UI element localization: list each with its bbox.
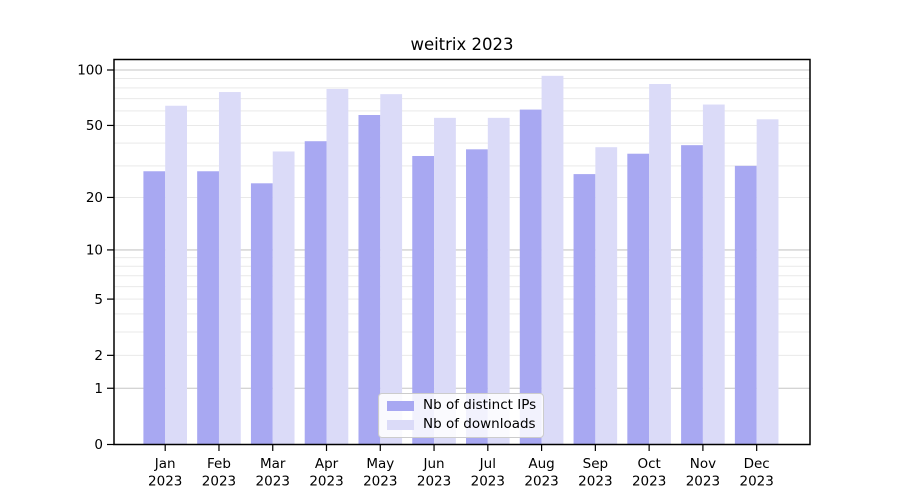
y-tick-label: 20 — [86, 190, 103, 206]
chart-title: weitrix 2023 — [410, 35, 514, 54]
x-tick-label: Jul 2023 — [471, 456, 505, 490]
bar-downloads-may — [380, 94, 403, 445]
bar-downloads-nov — [702, 104, 725, 445]
bar-distinct-ips-aug — [519, 109, 542, 445]
y-tick-label: 5 — [94, 292, 103, 308]
bar-downloads-jan — [165, 105, 187, 445]
x-tick-label: Jun 2023 — [417, 456, 451, 490]
bar-distinct-ips-jan — [143, 171, 166, 445]
bar-distinct-ips-jun — [412, 155, 435, 445]
bar-distinct-ips-may — [358, 115, 381, 445]
bar-downloads-sep — [595, 147, 618, 445]
x-tick-label: Aug 2023 — [524, 456, 558, 490]
bar-downloads-mar — [272, 151, 295, 445]
x-tick-label: Oct 2023 — [632, 456, 666, 490]
x-tick-label: May 2023 — [363, 456, 397, 490]
bar-downloads-dec — [756, 119, 779, 445]
bar-distinct-ips-sep — [573, 174, 596, 445]
bar-distinct-ips-nov — [681, 145, 703, 445]
bar-distinct-ips-oct — [627, 153, 650, 445]
y-tick-label: 0 — [94, 437, 103, 453]
bar-downloads-jul — [487, 117, 510, 445]
bar-downloads-jun — [434, 117, 456, 445]
bar-downloads-aug — [541, 75, 564, 445]
bar-downloads-feb — [218, 92, 241, 445]
x-tick-label: Feb 2023 — [202, 456, 236, 490]
y-tick-label: 2 — [94, 348, 103, 364]
legend-label-distinct-ips: Nb of distinct IPs — [423, 397, 537, 414]
x-tick-label: Sep 2023 — [578, 456, 612, 490]
bar-distinct-ips-feb — [197, 171, 219, 445]
legend-item-downloads: Nb of downloads — [379, 417, 543, 434]
legend-item-distinct-ips: Nb of distinct IPs — [379, 397, 543, 414]
x-tick-label: Nov 2023 — [686, 456, 720, 490]
y-tick-label: 50 — [86, 118, 103, 134]
y-tick-label: 100 — [77, 63, 103, 79]
legend-swatch-distinct-ips — [387, 400, 414, 411]
y-tick-label: 1 — [94, 381, 103, 397]
plot-border — [113, 58, 811, 446]
bar-distinct-ips-dec — [734, 165, 757, 445]
x-tick-label: Mar 2023 — [256, 456, 290, 490]
y-tick-label: 10 — [86, 243, 103, 259]
bar-distinct-ips-apr — [304, 141, 327, 445]
legend-swatch-downloads — [387, 420, 414, 431]
x-tick-label: Apr 2023 — [309, 456, 343, 490]
bar-distinct-ips-mar — [250, 183, 273, 445]
bar-distinct-ips-jul — [466, 149, 488, 445]
x-tick-label: Jan 2023 — [148, 456, 182, 490]
bar-downloads-apr — [326, 88, 349, 445]
x-tick-label: Dec 2023 — [739, 456, 773, 490]
bar-downloads-oct — [649, 83, 671, 445]
chart-legend: Nb of distinct IPs Nb of downloads — [378, 393, 544, 438]
legend-label-downloads: Nb of downloads — [423, 416, 536, 433]
